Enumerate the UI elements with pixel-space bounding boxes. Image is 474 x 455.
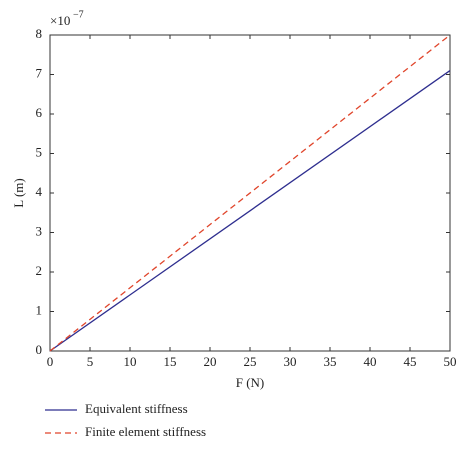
x-tick-label: 40 [364, 354, 377, 369]
y-tick-label: 1 [36, 302, 43, 317]
x-tick-label: 0 [47, 354, 54, 369]
x-tick-label: 15 [164, 354, 177, 369]
y-multiplier-exponent: −7 [73, 9, 84, 20]
x-tick-label: 35 [324, 354, 337, 369]
line [49, 70, 451, 352]
x-tick-label: 25 [244, 354, 257, 369]
y-tick-label: 8 [36, 26, 43, 41]
y-tick-label: 6 [36, 105, 43, 120]
line [49, 34, 451, 352]
y-multiplier: ×10 [50, 13, 70, 28]
x-tick-label: 30 [284, 354, 297, 369]
y-tick-label: 2 [36, 263, 43, 278]
x-tick-label: 5 [87, 354, 94, 369]
x-tick-label: 45 [404, 354, 417, 369]
y-tick-label: 4 [36, 184, 43, 199]
legend-label: Finite element stiffness [85, 424, 206, 439]
y-tick-label: 7 [36, 65, 43, 80]
x-tick-label: 20 [204, 354, 217, 369]
y-axis-label: L (m) [11, 178, 26, 207]
x-tick-label: 50 [444, 354, 457, 369]
y-tick-label: 0 [36, 342, 43, 357]
x-axis-label: F (N) [236, 375, 265, 390]
y-tick-label: 3 [36, 223, 43, 238]
x-tick-label: 10 [124, 354, 137, 369]
legend-label: Equivalent stiffness [85, 401, 188, 416]
y-tick-label: 5 [36, 144, 43, 159]
